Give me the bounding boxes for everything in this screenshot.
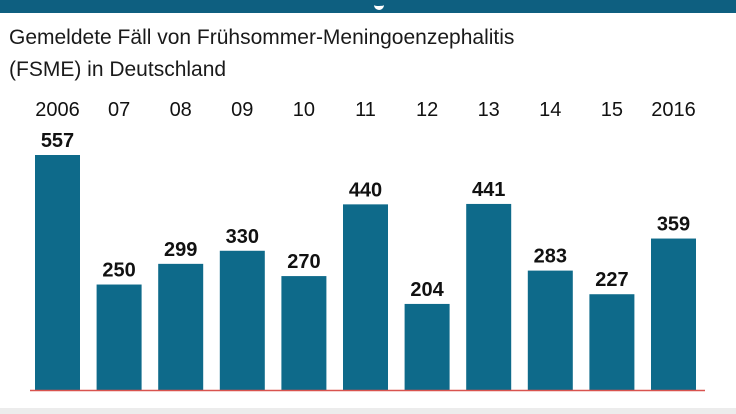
bar <box>466 203 512 390</box>
bar <box>96 284 142 390</box>
value-label: 204 <box>410 279 444 301</box>
category-label: 14 <box>539 99 561 121</box>
value-label: 330 <box>226 226 259 248</box>
bar <box>651 238 696 390</box>
category-label: 09 <box>231 99 253 121</box>
category-label: 07 <box>108 99 130 121</box>
category-label: 11 <box>355 99 376 121</box>
bar <box>343 204 388 390</box>
value-label: 440 <box>349 179 382 201</box>
category-label: 13 <box>478 99 500 121</box>
value-label: 299 <box>164 239 197 261</box>
value-label: 283 <box>534 246 567 268</box>
category-labels: 2006 07 08 09 10 11 12 13 14 15 2016 <box>35 99 696 121</box>
chart-subtitle: Gemeldete Fäll von Frühsommer-Meningoenz… <box>9 22 514 86</box>
bar <box>404 303 450 390</box>
bar <box>219 250 265 390</box>
value-label: 270 <box>287 251 320 273</box>
category-label: 10 <box>293 99 315 121</box>
category-label: 2016 <box>651 99 696 121</box>
bar <box>527 270 573 390</box>
category-label: 08 <box>170 99 192 121</box>
value-label: 250 <box>102 260 135 282</box>
bar <box>281 276 327 390</box>
value-labels: 557 250 299 330 270 440 204 441 283 227 359 <box>41 130 690 301</box>
subtitle-line-2: (FSME) in Deutschland <box>9 58 227 81</box>
value-label: 359 <box>657 214 690 236</box>
bar <box>158 263 204 390</box>
header-band <box>0 0 736 13</box>
category-label: 2006 <box>35 99 80 121</box>
footer-divider <box>0 408 736 414</box>
category-label: 15 <box>601 99 623 121</box>
bar <box>589 294 635 390</box>
category-label: 12 <box>416 99 438 121</box>
value-label: 441 <box>472 179 505 201</box>
subtitle-line-1: Gemeldete Fäll von Frühsommer-Meningoenz… <box>9 26 515 49</box>
value-label: 227 <box>595 269 628 291</box>
header-title-fragment <box>374 0 384 10</box>
value-label: 557 <box>41 130 74 152</box>
bar <box>35 155 80 390</box>
bars <box>35 155 696 390</box>
